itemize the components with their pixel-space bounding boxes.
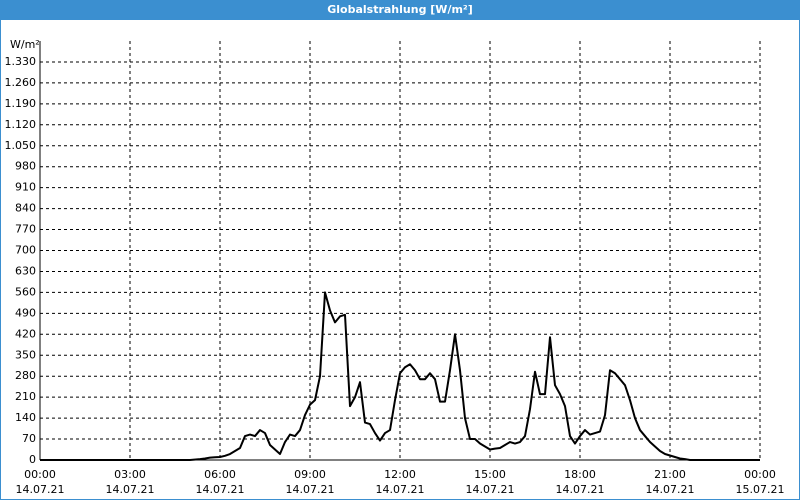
y-tick-label: 70 <box>22 432 36 445</box>
y-tick-label: 420 <box>15 327 36 340</box>
x-tick-label: 00:00 <box>744 468 776 481</box>
y-tick-label: 840 <box>15 202 36 215</box>
y-tick-label: 1.120 <box>5 118 37 131</box>
x-tick-label: 09:00 <box>294 468 326 481</box>
x-tick-date: 14.07.21 <box>376 483 425 496</box>
x-tick-date: 15.07.21 <box>736 483 785 496</box>
x-tick-date: 14.07.21 <box>646 483 695 496</box>
y-tick-label: 910 <box>15 181 36 194</box>
x-tick-date: 14.07.21 <box>16 483 65 496</box>
y-tick-label: 210 <box>15 390 36 403</box>
chart-title: Globalstrahlung [W/m²] <box>327 3 473 16</box>
y-tick-label: 350 <box>15 348 36 361</box>
x-tick-label: 03:00 <box>114 468 146 481</box>
x-tick-date: 14.07.21 <box>286 483 335 496</box>
x-tick-label: 15:00 <box>474 468 506 481</box>
y-axis-unit: W/m² <box>10 38 40 51</box>
y-tick-label: 490 <box>15 306 36 319</box>
x-tick-date: 14.07.21 <box>106 483 155 496</box>
y-tick-label: 700 <box>15 244 36 257</box>
x-tick-label: 06:00 <box>204 468 236 481</box>
y-tick-label: 1.330 <box>5 55 37 68</box>
x-tick-date: 14.07.21 <box>196 483 245 496</box>
x-tick-label: 21:00 <box>654 468 686 481</box>
y-tick-label: 560 <box>15 285 36 298</box>
data-line <box>40 291 760 461</box>
title-bar <box>0 0 800 20</box>
x-tick-date: 14.07.21 <box>556 483 605 496</box>
y-tick-label: 140 <box>15 411 36 424</box>
x-tick-date: 14.07.21 <box>466 483 515 496</box>
x-tick-label: 12:00 <box>384 468 416 481</box>
y-tick-label: 630 <box>15 264 36 277</box>
y-tick-label: 280 <box>15 369 36 382</box>
y-tick-label: 0 <box>29 453 36 466</box>
y-tick-label: 770 <box>15 223 36 236</box>
x-tick-label: 18:00 <box>564 468 596 481</box>
y-tick-label: 980 <box>15 160 36 173</box>
y-tick-label: 1.260 <box>5 76 37 89</box>
y-tick-label: 1.050 <box>5 139 37 152</box>
x-tick-label: 00:00 <box>24 468 56 481</box>
y-tick-label: 1.190 <box>5 97 37 110</box>
